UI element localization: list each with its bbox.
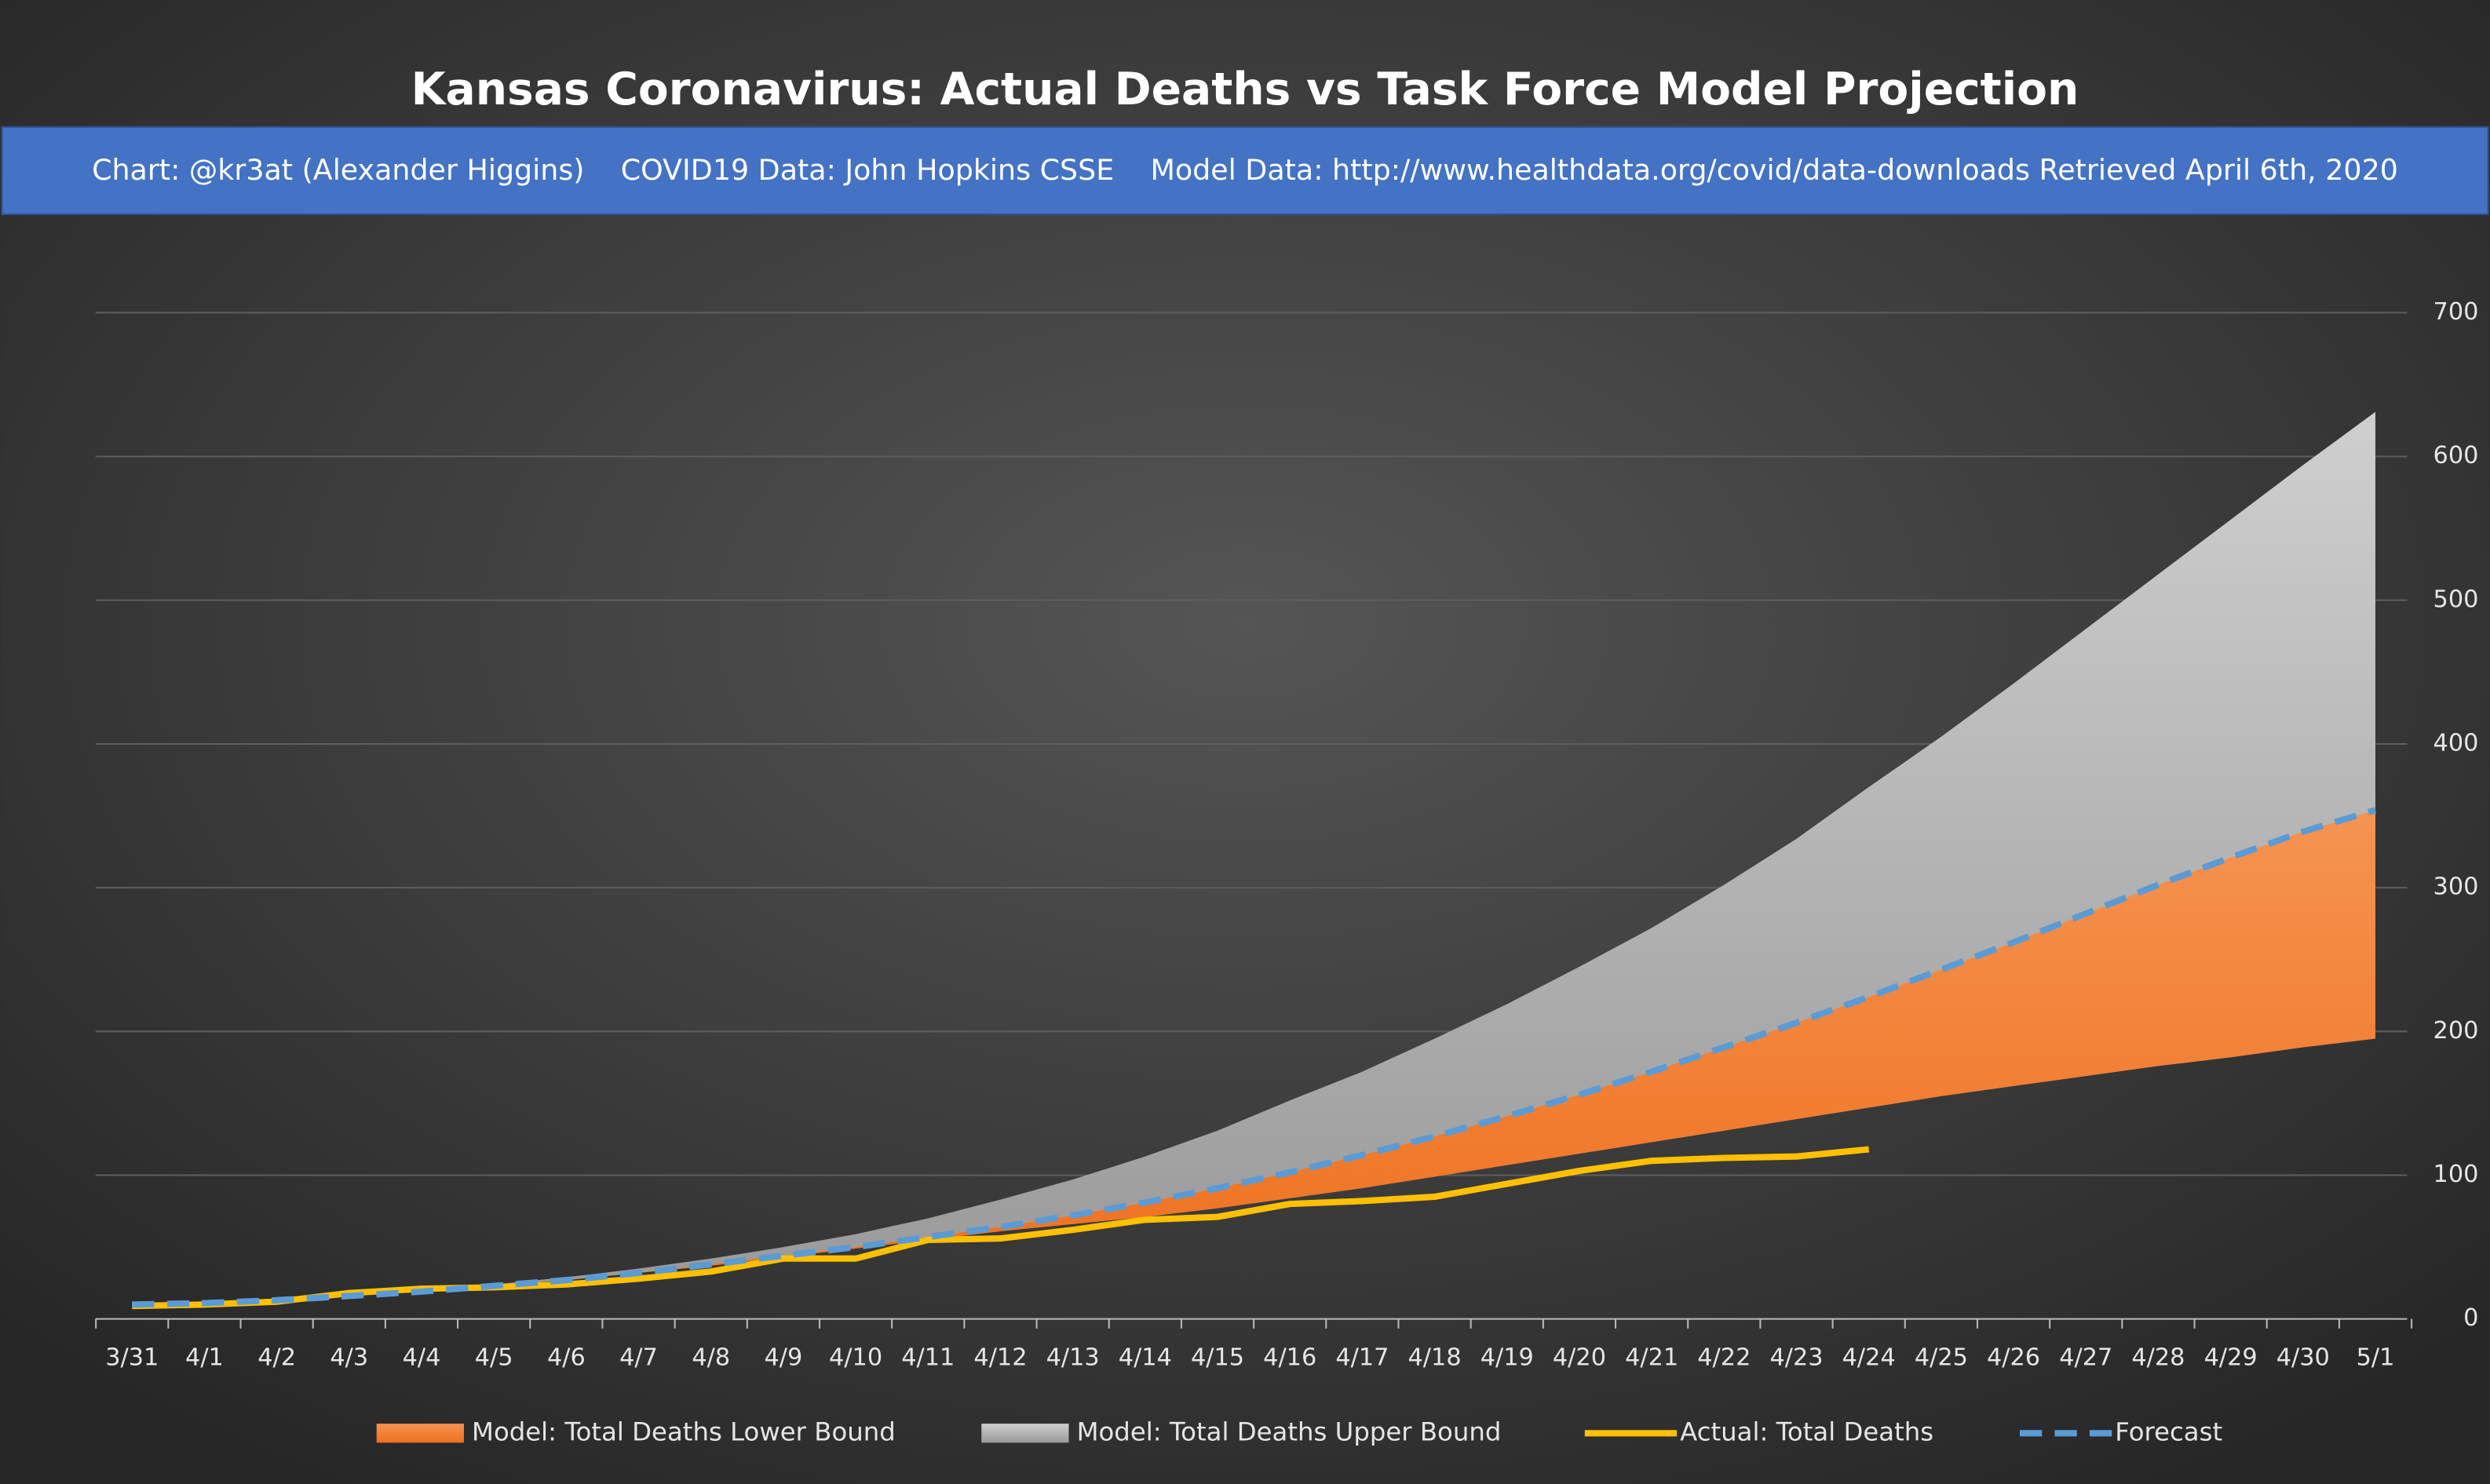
legend-swatch <box>981 1424 1069 1443</box>
chart-title: Kansas Coronavirus: Actual Deaths vs Tas… <box>411 64 2079 115</box>
x-tick-label: 4/1 <box>185 1344 224 1372</box>
y-tick-label: 700 <box>2433 298 2479 326</box>
x-tick-label: 4/8 <box>692 1344 730 1372</box>
x-tick-label: 3/31 <box>105 1344 159 1372</box>
y-tick-label: 400 <box>2433 729 2479 757</box>
forecast-line <box>132 807 2377 1308</box>
x-tick-label: 4/14 <box>1119 1344 1172 1372</box>
y-tick-label: 300 <box>2433 873 2479 901</box>
legend-label: Model: Total Deaths Upper Bound <box>1077 1417 1502 1446</box>
x-tick-label: 4/4 <box>403 1344 441 1372</box>
x-tick-label: 4/17 <box>1335 1344 1389 1372</box>
subtitle: Chart: @kr3at (Alexander Higgins) COVID1… <box>92 153 2398 187</box>
x-tick-label: 4/26 <box>1987 1344 2040 1372</box>
x-tick-label: 5/1 <box>2357 1344 2395 1372</box>
legend-label: Actual: Total Deaths <box>1680 1417 1933 1446</box>
x-tick-label: 4/5 <box>475 1344 513 1372</box>
x-tick-label: 4/13 <box>1046 1344 1100 1372</box>
x-tick-label: 4/18 <box>1408 1344 1462 1372</box>
y-tick-label: 600 <box>2433 442 2479 469</box>
legend-label: Model: Total Deaths Lower Bound <box>472 1417 896 1446</box>
lower-bound-area <box>132 810 2375 1305</box>
x-tick-label: 4/7 <box>619 1344 658 1372</box>
x-tick-label: 4/10 <box>829 1344 882 1372</box>
x-tick-label: 4/11 <box>901 1344 955 1372</box>
x-tick-label: 4/30 <box>2276 1344 2330 1372</box>
x-tick-label: 4/19 <box>1480 1344 1534 1372</box>
x-tick-label: 4/12 <box>973 1344 1027 1372</box>
x-tick-label: 4/6 <box>547 1344 586 1372</box>
x-tick-label: 4/23 <box>1769 1344 1823 1372</box>
x-tick-label: 4/28 <box>2131 1344 2185 1372</box>
x-tick-label: 4/15 <box>1191 1344 1244 1372</box>
x-tick-label: 4/29 <box>2204 1344 2258 1372</box>
x-tick-label: 4/2 <box>257 1344 296 1372</box>
x-tick-label: 4/24 <box>1842 1344 1896 1372</box>
legend-swatch <box>376 1424 464 1443</box>
x-tick-label: 4/3 <box>330 1344 368 1372</box>
x-tick-label: 4/16 <box>1263 1344 1316 1372</box>
subtitle-banner <box>1 126 2489 216</box>
legend-label: Forecast <box>2115 1417 2222 1446</box>
y-tick-label: 200 <box>2433 1017 2479 1045</box>
y-tick-label: 100 <box>2433 1161 2479 1188</box>
x-tick-label: 4/22 <box>1697 1344 1751 1372</box>
x-tick-label: 4/25 <box>1915 1344 1968 1372</box>
y-tick-label: 500 <box>2433 585 2479 613</box>
y-tick-label: 0 <box>2463 1304 2478 1332</box>
x-tick-label: 4/9 <box>765 1344 803 1372</box>
x-tick-label: 4/20 <box>1553 1344 1606 1372</box>
x-tick-label: 4/27 <box>2059 1344 2112 1372</box>
x-tick-label: 4/21 <box>1625 1344 1678 1372</box>
